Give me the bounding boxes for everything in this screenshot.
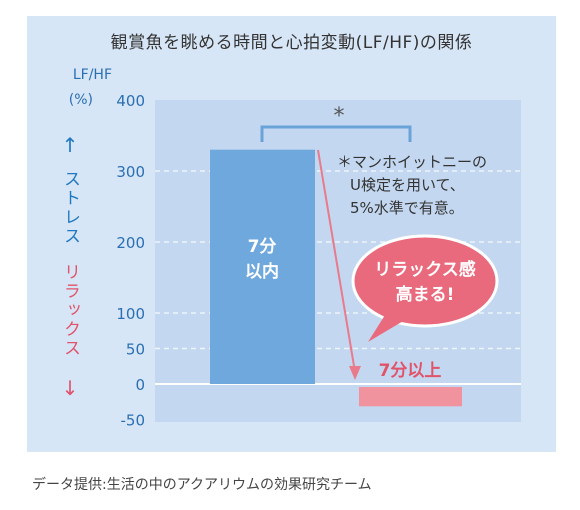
y-tick-label: 200 xyxy=(116,234,145,252)
note-line-1: ＊マンホイットニーの xyxy=(337,153,487,171)
relax-label: リラックス xyxy=(60,263,80,358)
bubble-line-1: リラックス感 xyxy=(374,259,476,280)
y-tick-label: 0 xyxy=(135,376,145,394)
relax-down-arrow-icon: ↓ xyxy=(62,376,79,400)
decrease-arrow xyxy=(317,149,356,373)
y-axis-label-line1: LF/HF xyxy=(73,67,112,83)
bars xyxy=(210,149,462,407)
bubble-line-2: 高まる! xyxy=(396,284,455,305)
significance-bracket xyxy=(260,125,412,142)
relax-bubble-tail xyxy=(368,315,405,342)
bar-1-label-line-2: 以内 xyxy=(245,261,279,282)
data-source-note: データ提供:生活の中のアクアリウムの効果研究チーム xyxy=(32,477,372,493)
relax-bubble xyxy=(351,234,499,328)
note-line-2: U検定を用いて、 xyxy=(350,176,465,194)
y-tick-label: -50 xyxy=(121,412,146,430)
significance-mark: * xyxy=(334,104,345,129)
y-tick-labels: 400 300 200 100 50 0 -50 xyxy=(116,92,145,430)
bar-2 xyxy=(359,387,462,407)
stress-label: ストレス xyxy=(60,170,80,246)
bar-1 xyxy=(210,149,315,384)
y-axis-label-line2: (%) xyxy=(69,92,93,108)
note-line-3: 5%水準で有意。 xyxy=(350,199,464,217)
stress-up-arrow-icon: ↑ xyxy=(62,133,79,157)
y-tick-label: 50 xyxy=(126,341,145,359)
y-tick-label: 400 xyxy=(116,92,145,110)
y-tick-label: 100 xyxy=(116,305,145,323)
y-tick-label: 300 xyxy=(116,163,145,181)
bar-2-label: 7分以上 xyxy=(379,361,442,381)
chart-title: 観賞魚を眺める時間と心拍変動(LF/HF)の関係 xyxy=(110,33,473,53)
bar-1-label-line-1: 7分 xyxy=(248,237,277,257)
decrease-arrow-head-icon xyxy=(349,366,361,380)
